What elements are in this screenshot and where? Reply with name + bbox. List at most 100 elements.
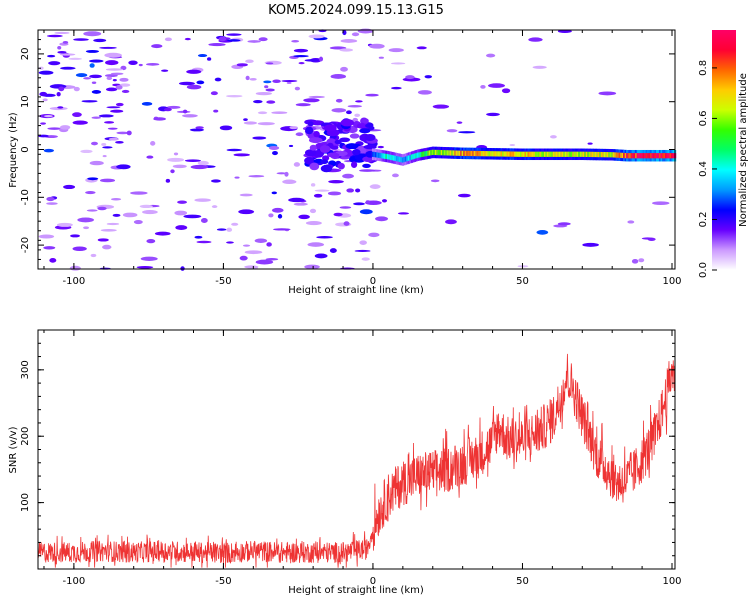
ridge-core bbox=[416, 152, 420, 158]
ridge-core bbox=[665, 153, 668, 159]
ridge-core bbox=[632, 153, 635, 159]
spectrogram-noise-cell bbox=[116, 131, 129, 135]
spectrogram-cluster-cell bbox=[337, 162, 345, 170]
ridge-core bbox=[500, 151, 503, 157]
spectrogram-y-axis-label: Frequency (Hz) bbox=[8, 112, 19, 188]
ridge-core bbox=[564, 151, 568, 157]
spectrogram-noise-cell bbox=[68, 57, 82, 60]
spectrogram-noise-cell bbox=[196, 240, 212, 244]
spectrogram-noise-cell bbox=[87, 177, 99, 181]
ridge-core bbox=[427, 150, 430, 156]
spectrogram-noise-cell bbox=[236, 63, 248, 67]
spectrogram-noise-cell bbox=[288, 144, 294, 148]
ridge-core bbox=[484, 151, 487, 157]
spectrogram-noise-cell bbox=[172, 164, 187, 169]
ridge-core bbox=[472, 150, 475, 157]
spectrogram-noise-cell bbox=[416, 46, 427, 50]
ridge-core bbox=[457, 150, 460, 156]
spectrogram-noise-cell bbox=[310, 183, 316, 187]
spectrogram-noise-cell bbox=[112, 213, 121, 217]
spectrogram-noise-cell bbox=[486, 112, 500, 117]
spectrogram-noise-cell bbox=[86, 209, 98, 212]
spectrogram-noise-cell bbox=[54, 31, 70, 35]
ridge-core bbox=[463, 150, 466, 156]
spectrogram-noise-cell bbox=[81, 100, 98, 103]
spectrogram-noise-cell bbox=[271, 191, 277, 195]
ridge-core bbox=[449, 150, 452, 156]
spectrogram-noise-cell bbox=[405, 75, 415, 80]
spectrogram-noise-cell bbox=[110, 198, 122, 201]
spectrogram-noise-cell bbox=[91, 90, 102, 94]
ridge-core bbox=[668, 153, 671, 159]
ridge-core bbox=[635, 153, 638, 159]
spectrogram-noise-cell bbox=[101, 143, 107, 146]
ridge-core bbox=[620, 152, 623, 158]
spectrogram-noise-cell bbox=[46, 34, 63, 38]
spectrogram-noise-cell bbox=[57, 46, 62, 50]
ridge-core bbox=[666, 153, 669, 159]
spectrogram-cluster-cell bbox=[305, 126, 314, 135]
ridge-core bbox=[542, 151, 545, 157]
spectrogram-noise-cell bbox=[130, 191, 148, 195]
ridge-core bbox=[672, 153, 675, 159]
ridge-core bbox=[466, 150, 469, 157]
ridge-core bbox=[389, 154, 393, 160]
ridge-core bbox=[380, 153, 384, 159]
spectrogram-noise-cell bbox=[194, 198, 212, 202]
spectrogram-noise-cell bbox=[536, 230, 549, 235]
spectrogram-noise-cell bbox=[163, 107, 172, 112]
spectrogram-noise-cell bbox=[91, 81, 97, 85]
ridge-core bbox=[377, 152, 381, 158]
spectrogram-noise-cell bbox=[122, 212, 138, 218]
snr-x-tick-label: 0 bbox=[370, 576, 376, 587]
ridge-core bbox=[511, 151, 514, 157]
spectrogram-y-tick-label: 20 bbox=[20, 48, 31, 61]
spectrogram-noise-cell bbox=[153, 117, 166, 121]
ridge-core bbox=[663, 153, 666, 159]
spectrogram-noise-cell bbox=[165, 178, 171, 183]
spectrogram-noise-cell bbox=[456, 121, 463, 124]
spectrogram-noise-cell bbox=[375, 216, 389, 222]
spectrogram-noise-cell bbox=[121, 89, 130, 94]
spectrogram-cluster-cell bbox=[304, 149, 317, 157]
spectrogram-noise-cell bbox=[62, 41, 69, 44]
spectrogram-noise-cell bbox=[309, 208, 317, 214]
spectrogram-noise-cell bbox=[308, 95, 325, 99]
spectrogram-cluster-cell bbox=[323, 124, 337, 132]
ridge-core bbox=[469, 150, 472, 157]
ridge-core bbox=[618, 152, 621, 158]
ridge-core bbox=[482, 151, 485, 157]
spectrogram-noise-cell bbox=[146, 239, 156, 244]
spectrogram-cluster-cell bbox=[349, 133, 360, 139]
ridge-core bbox=[536, 151, 539, 157]
spectrogram-noise-cell bbox=[268, 145, 280, 150]
ridge-core bbox=[508, 151, 511, 157]
ridge-core bbox=[470, 150, 473, 157]
ridge-core bbox=[585, 151, 588, 157]
ridge-core bbox=[386, 154, 390, 160]
spectrogram-noise-cell bbox=[102, 155, 107, 158]
spectrogram-noise-cell bbox=[146, 62, 160, 66]
ridge-core bbox=[572, 151, 575, 157]
spectrogram-noise-cell bbox=[627, 220, 635, 224]
spectrogram-x-tick-label: 100 bbox=[662, 276, 681, 287]
spectrogram-noise-cell bbox=[69, 265, 81, 271]
spectrogram-noise-cell bbox=[226, 33, 242, 36]
spectrogram-noise-cell bbox=[83, 226, 90, 230]
spectrogram-cluster-cell bbox=[320, 164, 333, 173]
ridge-core bbox=[467, 150, 470, 157]
ridge-core bbox=[425, 150, 428, 157]
ridge-core bbox=[436, 149, 439, 156]
colorbar-tick-label: 0.6 bbox=[698, 110, 709, 126]
spectrogram-noise-cell bbox=[42, 98, 48, 102]
ridge-core bbox=[650, 153, 653, 159]
snr-panel: -100 -50 0 50 100 100 200 300 Height of straig… bbox=[8, 329, 682, 596]
snr-x-tick-label: 50 bbox=[516, 576, 529, 587]
ridge-core bbox=[639, 153, 642, 159]
spectrogram-noise-cell bbox=[234, 176, 240, 179]
spectrogram-noise-cell bbox=[288, 197, 305, 203]
spectrogram-cluster-cell bbox=[340, 118, 355, 127]
ridge-core bbox=[554, 151, 557, 157]
spectrogram-noise-cell bbox=[346, 188, 355, 193]
spectrogram-noise-cell bbox=[390, 62, 406, 65]
